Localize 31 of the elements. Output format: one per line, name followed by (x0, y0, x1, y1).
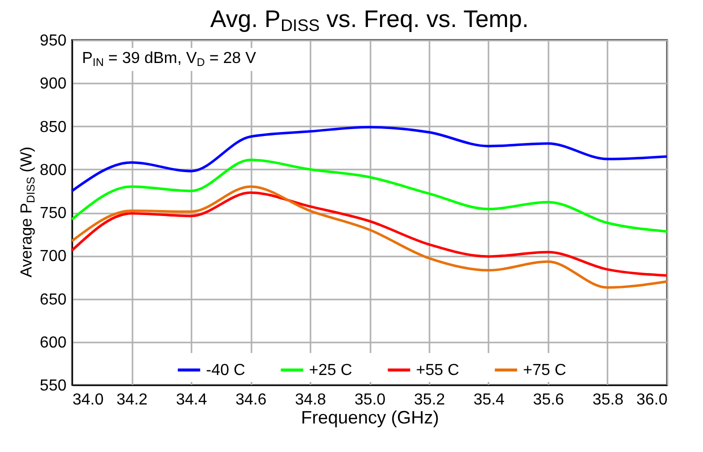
x-tick-label: 34.0 (72, 392, 104, 408)
x-tick-label: 34.8 (294, 392, 326, 408)
y-tick-label: 850 (40, 118, 67, 136)
x-tick-label: 34.6 (235, 392, 267, 408)
x-tick-label: 35.8 (592, 392, 624, 408)
line-series (70, 191, 668, 277)
legend-label: +75 C (523, 362, 566, 379)
y-tick-label: 750 (40, 205, 67, 222)
legend-label: +55 C (416, 362, 460, 379)
line-series (70, 185, 668, 289)
x-tick-label: 35.4 (473, 392, 505, 408)
line-series (70, 158, 668, 233)
x-tick-label: 35.0 (354, 392, 386, 408)
line-series (70, 126, 668, 192)
x-tick-label: 34.2 (116, 392, 148, 408)
x-axis-title: Frequency (GHz) (300, 408, 440, 428)
y-tick-label: 600 (40, 334, 67, 352)
legend-label: -40 C (206, 362, 246, 379)
y-tick-label: 800 (40, 162, 67, 179)
y-tick-label: 550 (40, 378, 67, 394)
y-tick-label: 900 (40, 76, 67, 93)
x-tick-label: 35.6 (532, 392, 564, 408)
y-tick-label: 650 (40, 291, 67, 308)
x-tick-label: 34.4 (176, 392, 208, 408)
chart-title: Avg. P$_{DISS}$ vs. Freq. vs. Temp. (209, 6, 530, 36)
y-tick-label: 950 (40, 32, 67, 50)
y-tick-label: 700 (40, 248, 67, 266)
annotation: P$_{IN}$ = 39 dBm, V$_{D}$ = 28 V (78, 48, 260, 71)
x-tick-label: 35.2 (414, 392, 446, 408)
legend-label: +25 C (309, 362, 352, 379)
x-tick-label: 36.0 (636, 392, 668, 408)
